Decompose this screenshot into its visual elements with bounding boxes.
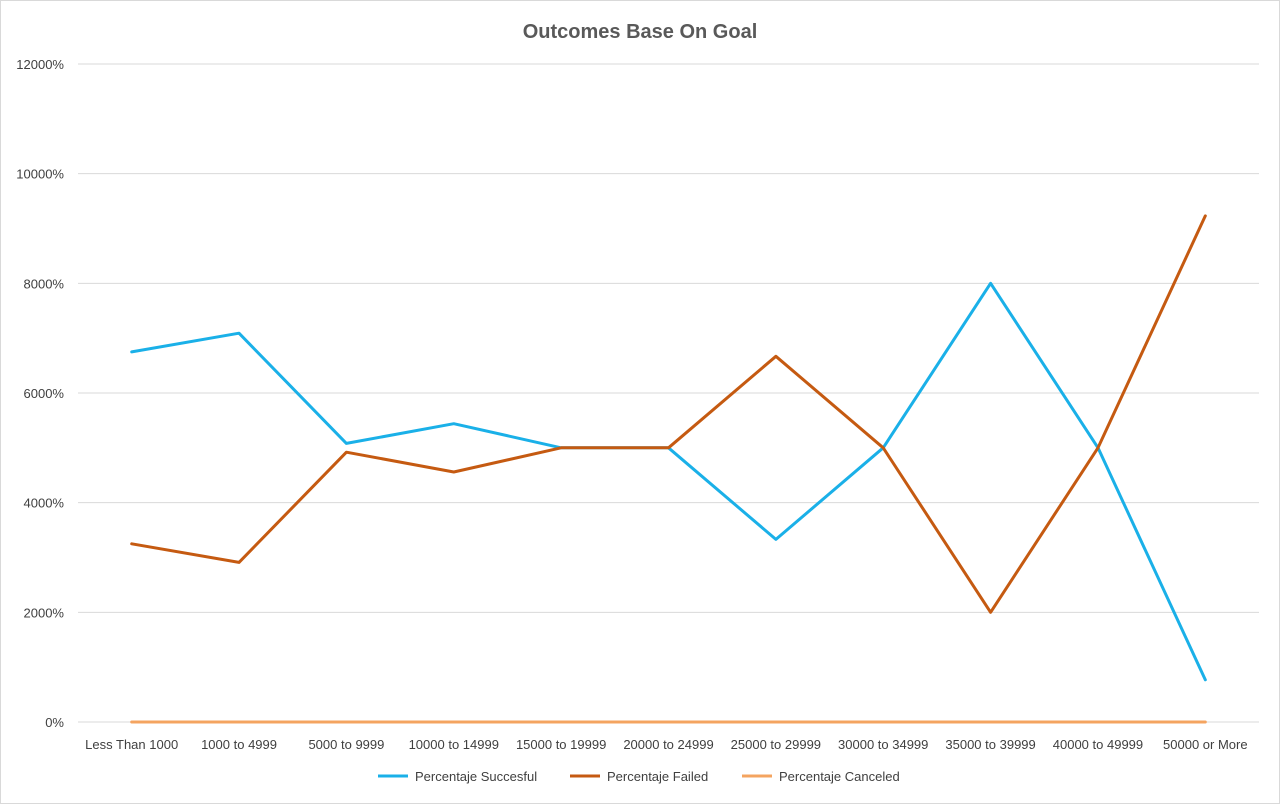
x-tick-label: 25000 to 29999 bbox=[731, 737, 821, 752]
x-tick-label: 40000 to 49999 bbox=[1053, 737, 1143, 752]
legend-label: Percentaje Succesful bbox=[415, 769, 537, 784]
y-tick-label: 2000% bbox=[24, 605, 65, 620]
series-lines bbox=[130, 214, 1207, 724]
y-tick-label: 0% bbox=[45, 715, 64, 730]
x-tick-label: 15000 to 19999 bbox=[516, 737, 606, 752]
series-line bbox=[130, 214, 1207, 614]
x-tick-label: 1000 to 4999 bbox=[201, 737, 277, 752]
x-tick-label: 5000 to 9999 bbox=[308, 737, 384, 752]
y-axis-ticks: 0% 2000% 4000% 6000% 8000% 10000% 12000% bbox=[16, 57, 64, 730]
x-tick-label: 35000 to 39999 bbox=[945, 737, 1035, 752]
x-tick-label: 50000 or More bbox=[1163, 737, 1248, 752]
x-tick-label: 10000 to 14999 bbox=[409, 737, 499, 752]
x-tick-label: 20000 to 24999 bbox=[623, 737, 713, 752]
y-tick-label: 12000% bbox=[16, 57, 64, 72]
x-axis-ticks: Less Than 1000 1000 to 4999 5000 to 9999 10… bbox=[85, 737, 1247, 752]
legend-label: Percentaje Canceled bbox=[779, 769, 900, 784]
y-tick-label: 10000% bbox=[16, 167, 64, 182]
series-line bbox=[130, 281, 1207, 682]
x-tick-label: Less Than 1000 bbox=[85, 737, 178, 752]
legend-label: Percentaje Failed bbox=[607, 769, 708, 784]
gridlines bbox=[78, 63, 1259, 723]
chart-title: Outcomes Base On Goal bbox=[523, 21, 758, 43]
y-tick-label: 4000% bbox=[24, 496, 65, 511]
y-tick-label: 6000% bbox=[24, 386, 65, 401]
x-tick-label: 30000 to 34999 bbox=[838, 737, 928, 752]
legend: Percentaje Succesful Percentaje Failed Per… bbox=[378, 769, 900, 784]
y-tick-label: 8000% bbox=[24, 276, 65, 291]
